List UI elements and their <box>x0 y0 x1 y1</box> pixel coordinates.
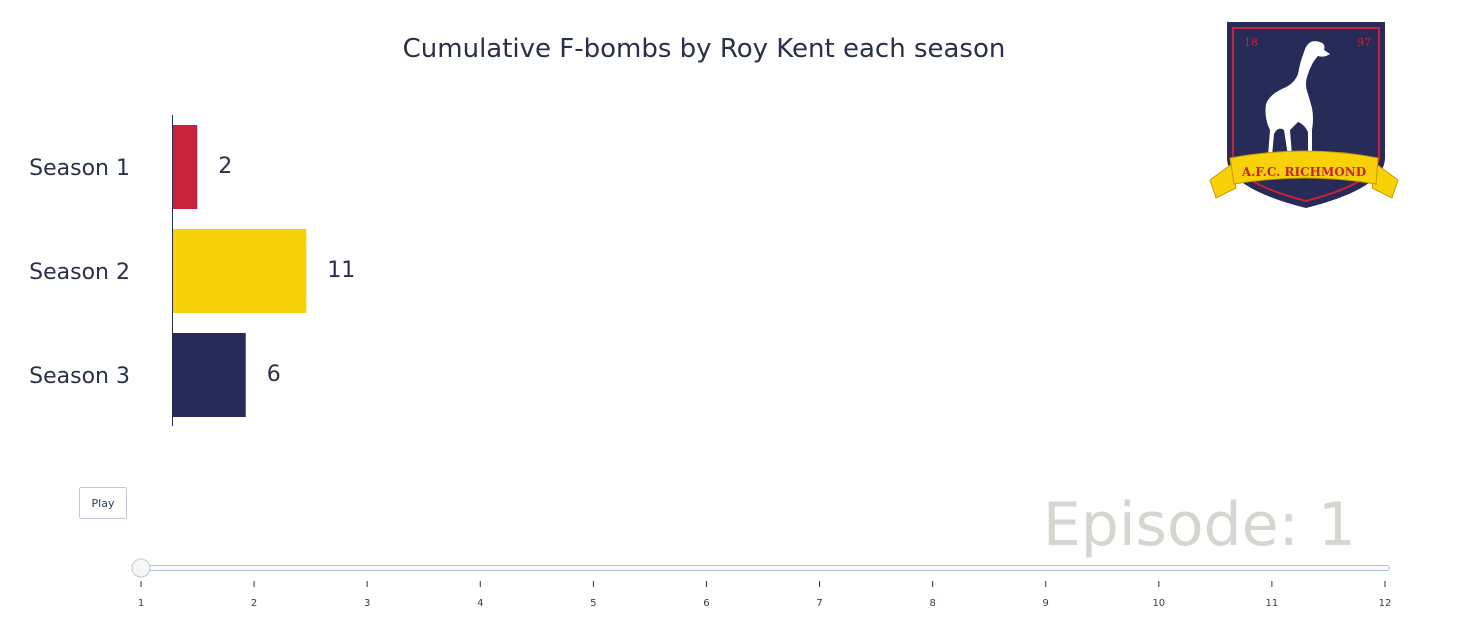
slider-tick-label-9[interactable]: 9 <box>1043 598 1049 609</box>
category-label-season-2: Season 2 <box>29 260 130 285</box>
logo-greyhound <box>1265 41 1330 156</box>
logo-banner-left <box>1209 163 1237 199</box>
slider-tick-label-1[interactable]: 1 <box>138 598 144 609</box>
slider-tick-label-7[interactable]: 7 <box>816 598 822 609</box>
logo-banner-text: A.F.C. RICHMOND <box>1241 165 1366 179</box>
bars-layer: Season 1 2 Season 2 11 Season 3 6 <box>29 125 355 417</box>
category-label-season-1: Season 1 <box>29 156 130 181</box>
chart-title: Cumulative F-bombs by Roy Kent each seas… <box>402 34 1006 64</box>
slider-tick-label-2[interactable]: 2 <box>251 598 257 609</box>
bar-season-3 <box>173 333 246 417</box>
slider-tick-label-8[interactable]: 8 <box>929 598 935 609</box>
frame-slider[interactable]: 1 2 3 4 5 6 7 8 9 10 11 12 <box>131 558 1392 609</box>
slider-tick-label-12[interactable]: 12 <box>1379 598 1392 609</box>
value-label-season-2: 11 <box>327 258 355 283</box>
category-label-season-3: Season 3 <box>29 364 130 389</box>
slider-tick-label-6[interactable]: 6 <box>703 598 709 609</box>
slider-tick-label-11[interactable]: 11 <box>1266 598 1279 609</box>
slider-tick-label-5[interactable]: 5 <box>590 598 596 609</box>
logo-year-left: 18 <box>1244 36 1258 49</box>
play-button[interactable]: Play <box>79 487 127 519</box>
afc-richmond-logo: 18 97 A.F.C. RICHMOND <box>1209 22 1399 208</box>
logo-banner <box>1229 150 1379 185</box>
slider-tick-label-10[interactable]: 10 <box>1152 598 1165 609</box>
slider-tick-label-4[interactable]: 4 <box>477 598 483 609</box>
frame-label-value: 1 <box>1317 490 1356 560</box>
bar-season-2 <box>173 229 307 313</box>
logo-year-right: 97 <box>1357 36 1371 49</box>
slider-handle[interactable] <box>131 558 151 578</box>
frame-label: Episode: 1 <box>1043 490 1356 560</box>
bar-season-1 <box>173 125 198 209</box>
slider-tick-label-3[interactable]: 3 <box>364 598 370 609</box>
logo-banner-right <box>1371 163 1399 199</box>
value-label-season-1: 2 <box>218 154 232 179</box>
slider-rail[interactable] <box>136 565 1390 571</box>
frame-label-prefix: Episode: <box>1042 490 1318 560</box>
value-label-season-3: 6 <box>267 362 281 387</box>
